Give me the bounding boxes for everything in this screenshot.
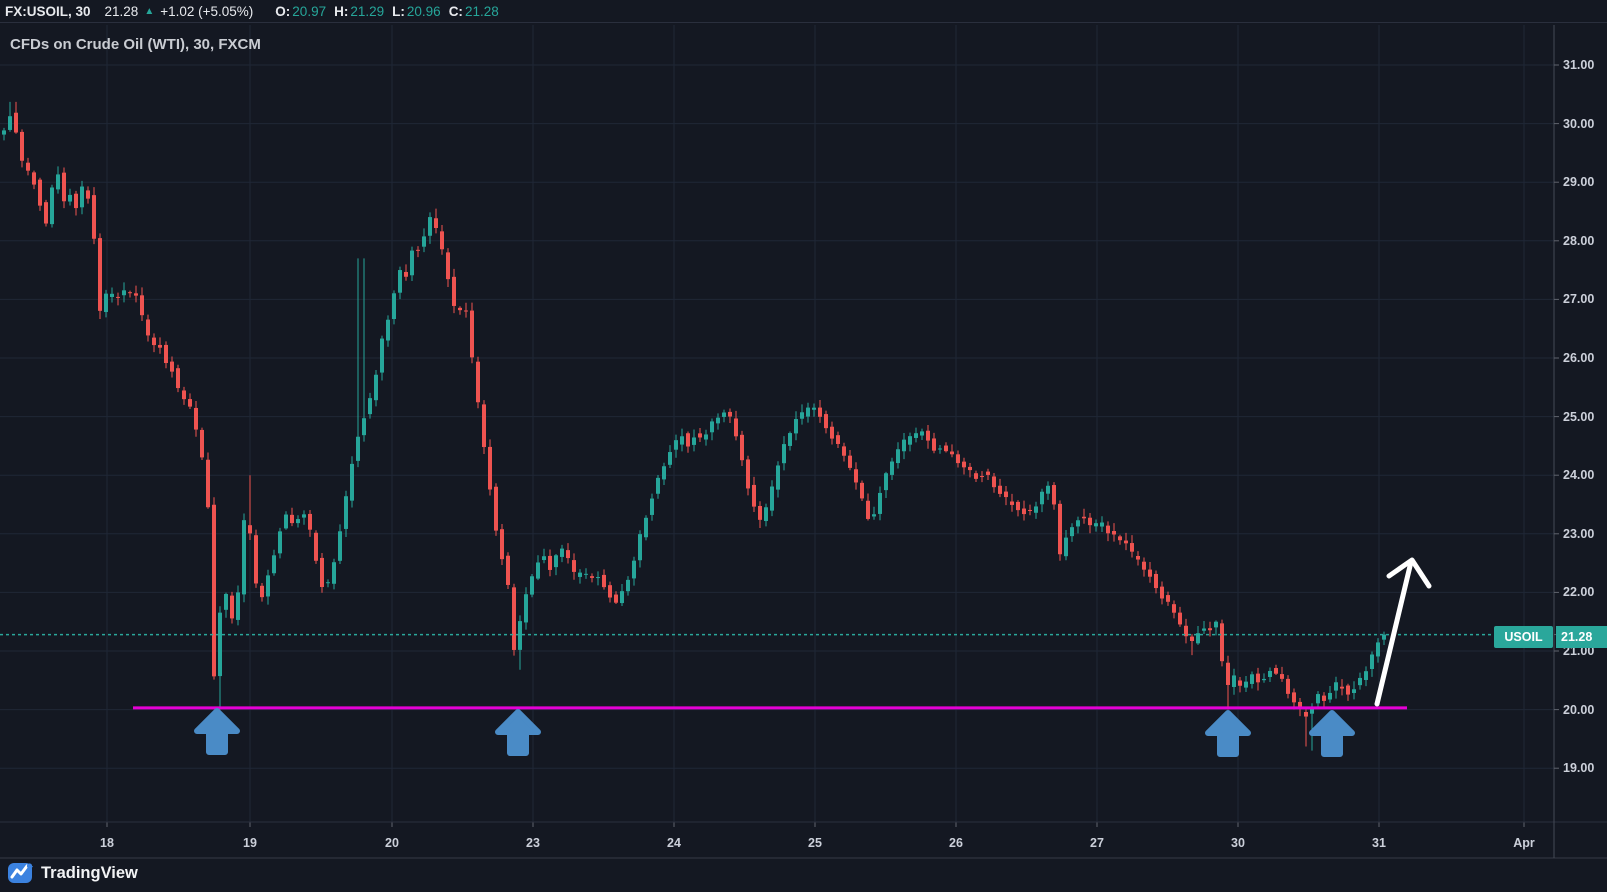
price-tick-label: 19.00 xyxy=(1563,761,1595,776)
price-tick-label: 25.00 xyxy=(1563,409,1595,424)
price-tick-label: 31.00 xyxy=(1563,58,1595,72)
last-price-axis-label: 21.28 xyxy=(1556,626,1607,648)
close-label: C: xyxy=(448,3,463,19)
low-label: L: xyxy=(392,3,405,19)
buy-arrow-icon xyxy=(495,709,541,756)
price-tick-label: 28.00 xyxy=(1563,233,1595,248)
time-tick-label: 23 xyxy=(526,836,540,850)
price-tick-label: 26.00 xyxy=(1563,351,1595,365)
high-label: H: xyxy=(334,3,349,19)
candlestick-series xyxy=(2,101,1386,751)
low-value: 20.96 xyxy=(406,3,441,19)
time-tick-label: 31 xyxy=(1372,836,1386,850)
time-tick-label: 19 xyxy=(243,836,257,850)
time-tick-label: 27 xyxy=(1090,836,1104,850)
time-tick-label: 26 xyxy=(949,836,963,850)
time-tick-label: 25 xyxy=(808,836,822,850)
price-tick-label: 30.00 xyxy=(1563,116,1595,131)
up-triangle-icon: ▲ xyxy=(144,5,155,17)
tradingview-logo[interactable]: TradingView xyxy=(8,861,138,885)
price-tick-label: 24.00 xyxy=(1563,468,1595,483)
chart-legend[interactable]: CFDs on Crude Oil (WTI), 30, FXCM xyxy=(10,36,261,53)
projection-arrow-head xyxy=(1386,557,1432,589)
projection-arrow[interactable] xyxy=(1374,557,1432,707)
symbol-name[interactable]: FX:USOIL, 30 xyxy=(5,3,91,19)
buy-arrow-icon xyxy=(194,708,240,755)
axis-borders xyxy=(0,25,1607,859)
price-change: +1.02 (+5.05%) xyxy=(160,3,254,19)
price-tick-label: 23.00 xyxy=(1563,526,1595,541)
grid-lines xyxy=(0,25,1554,827)
time-tick-label: 20 xyxy=(385,836,399,850)
close-value: 21.28 xyxy=(464,3,499,19)
symbol-info-bar: FX:USOIL, 30 21.28 ▲ +1.02 (+5.05%) O: 2… xyxy=(0,0,1607,23)
tradingview-logo-icon xyxy=(8,863,33,883)
open-value: 20.97 xyxy=(292,3,327,19)
time-tick-label: Apr xyxy=(1513,836,1535,850)
high-value: 21.29 xyxy=(350,3,385,19)
price-tick-label: 22.00 xyxy=(1563,585,1595,600)
price-tick-label: 20.00 xyxy=(1563,702,1595,717)
time-tick-label: 18 xyxy=(100,836,114,850)
last-price: 21.28 xyxy=(104,3,139,19)
buy-arrow-icon xyxy=(1309,710,1355,757)
tradingview-logo-text: TradingView xyxy=(41,863,138,882)
buy-signal-arrows[interactable] xyxy=(194,708,1355,757)
buy-arrow-icon xyxy=(1205,710,1251,757)
open-label: O: xyxy=(275,3,291,19)
time-tick-label: 24 xyxy=(667,836,681,850)
time-tick-label: 30 xyxy=(1231,836,1245,850)
symbol-price-flag[interactable]: USOIL xyxy=(1494,626,1553,648)
price-tick-label: 27.00 xyxy=(1563,292,1595,307)
projection-arrow-shaft xyxy=(1374,559,1414,707)
price-tick-label: 29.00 xyxy=(1563,175,1595,190)
